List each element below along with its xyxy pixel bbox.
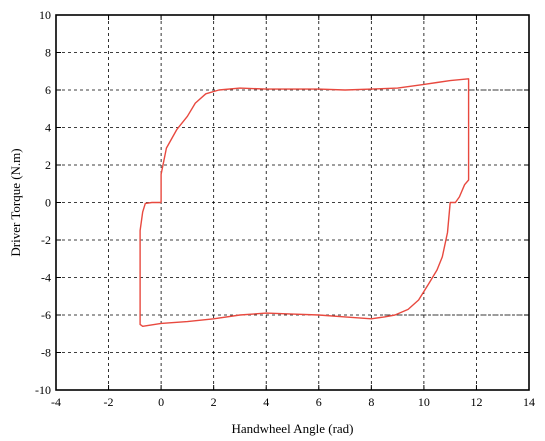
y-tick-label: 2 [45,158,51,172]
x-tick-label: 14 [523,395,535,409]
plot-series [139,78,529,327]
x-tick-label: -4 [51,395,61,409]
x-tick-label: 6 [316,395,322,409]
x-axis-label: Handwheel Angle (rad) [231,421,353,436]
y-axis-label: Driver Torque (N.m) [8,148,23,256]
y-tick-label: 10 [39,8,51,22]
x-tick-label: 2 [211,395,217,409]
x-tick-label: 8 [368,395,374,409]
y-tick-label: 0 [45,196,51,210]
x-tick-label: 12 [470,395,482,409]
y-tick-label: -4 [41,271,51,285]
y-tick-label: -2 [41,233,51,247]
axis-ticks: -4 -2 0 2 4 6 8 10 12 14 -10 -8 -6 -4 -2 0 2 4 6 8 10 [35,8,535,409]
y-tick-label: -6 [41,308,51,322]
y-tick-label: 4 [45,121,51,135]
x-tick-label: 0 [158,395,164,409]
x-tick-label: -2 [104,395,114,409]
grid [56,15,529,390]
y-tick-label: 6 [45,83,51,97]
y-tick-label: 8 [45,46,51,60]
y-tick-label: -8 [41,346,51,360]
x-tick-label: 10 [418,395,430,409]
y-tick-label: -10 [35,383,51,397]
hysteresis-series-line [139,78,470,327]
x-tick-label: 4 [263,395,269,409]
